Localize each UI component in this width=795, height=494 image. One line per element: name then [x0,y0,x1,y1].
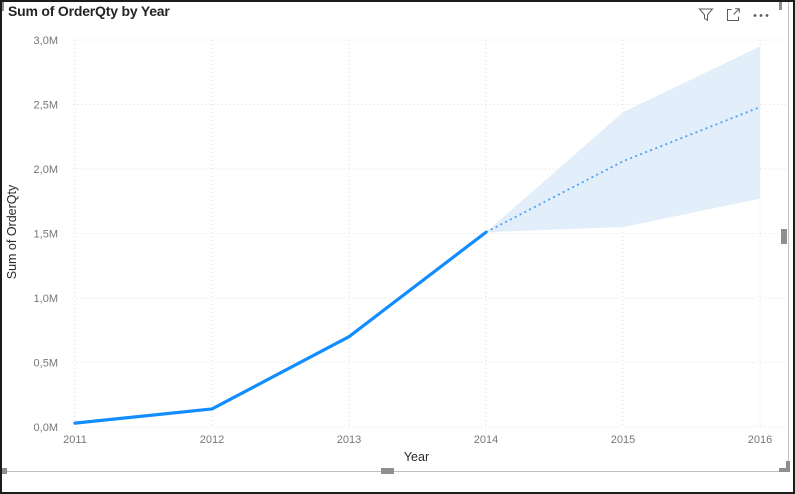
x-axis-tick-label: 2012 [200,434,224,446]
y-axis-tick-label: 2,0M [34,164,58,176]
visual-title: Sum of OrderQty by Year [8,3,170,19]
resize-handle-bottom-center[interactable] [381,468,394,474]
y-axis-tick-label: 1,5M [34,229,58,241]
more-options-icon[interactable] [752,7,770,23]
resize-handle-top-left[interactable] [2,2,4,11]
history-line [73,230,488,425]
y-axis-tick-label: 1,0M [34,293,58,305]
selection-border-bottom [2,471,789,472]
y-axis-tick-label: 3,0M [34,35,58,47]
x-axis-title: Year [403,450,430,464]
x-axis-tick-label: 2013 [337,434,361,446]
y-axis-title: Sum of OrderQty [5,184,19,280]
y-axis-tick-label: 0,5M [34,358,58,370]
x-axis-tick-label: 2015 [611,434,635,446]
x-axis-tick-label: 2014 [474,434,498,446]
forecast-confidence-band [486,46,760,233]
resize-handle-bottom-left[interactable] [2,468,7,474]
y-axis-tick-label: 0,0M [34,422,58,434]
resize-handle-bottom-right[interactable] [779,461,790,472]
resize-handle-right-middle[interactable] [781,229,787,244]
filter-icon[interactable] [698,7,714,23]
resize-handle-top-right[interactable] [779,2,782,10]
y-axis-tick-label: 2,5M [34,100,58,112]
x-axis-tick-label: 2011 [63,434,87,446]
visual-header-toolbar [698,7,770,23]
selection-border-right [788,2,789,472]
focus-mode-icon[interactable] [725,7,741,23]
x-axis-tick-label: 2016 [748,434,772,446]
